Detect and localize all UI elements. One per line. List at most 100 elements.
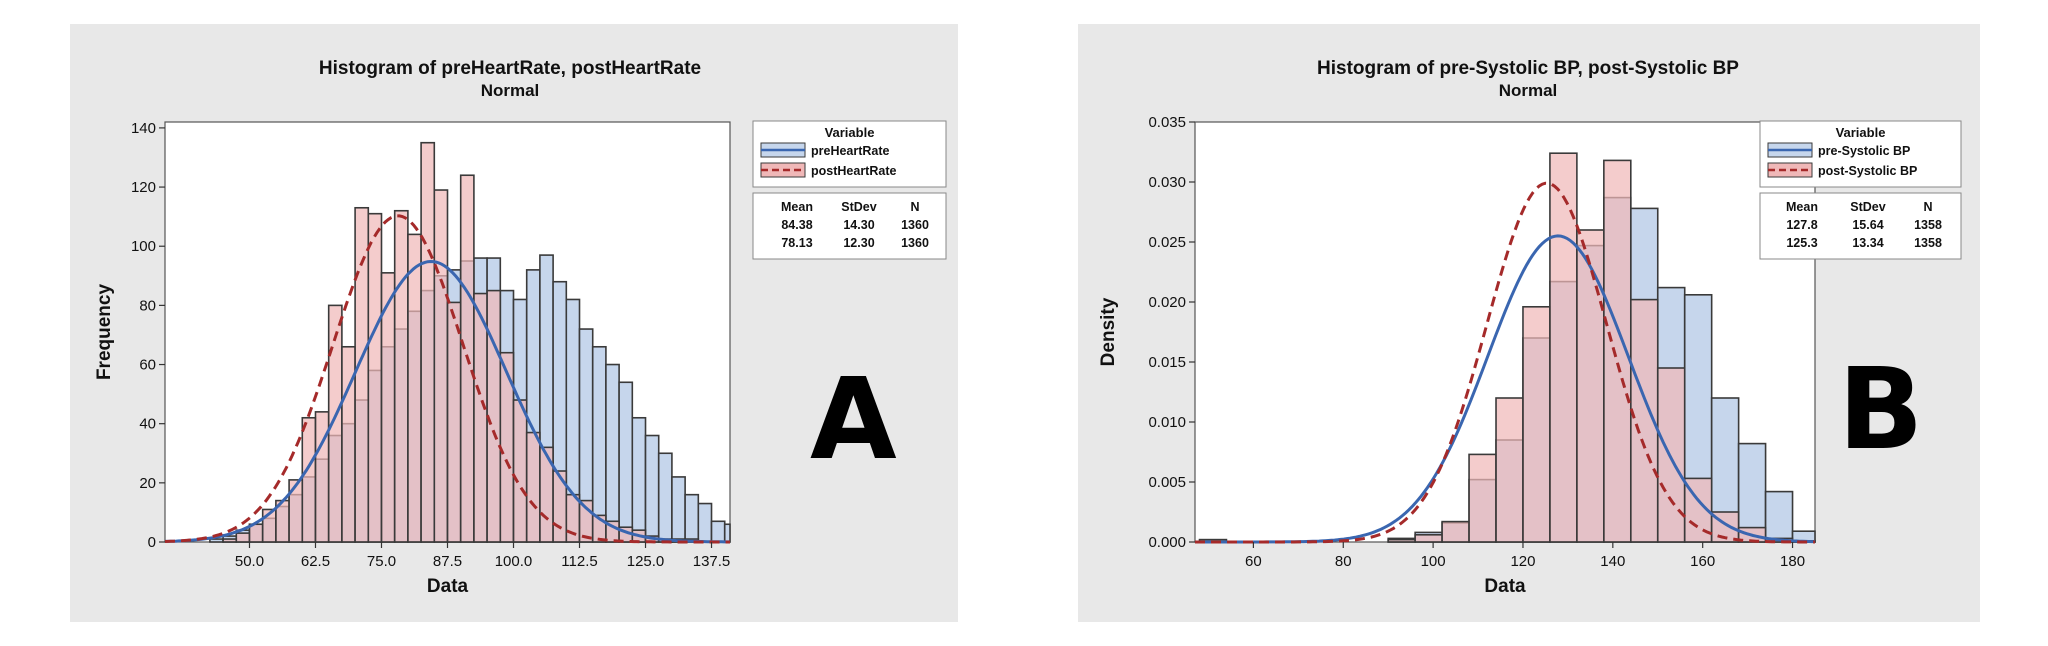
histogram-bar — [301, 416, 317, 543]
x-tick-label: 87.5 — [433, 553, 462, 570]
stats-cell: 14.30 — [843, 218, 874, 232]
fit-curve-post-systolic-bp — [1195, 181, 1815, 544]
x-axis-label: Data — [427, 576, 469, 597]
stats-cell: 127.8 — [1786, 218, 1817, 232]
x-tick-label: 50.0 — [235, 553, 264, 570]
histogram-bar — [710, 520, 726, 543]
stats-header: N — [910, 200, 919, 214]
y-tick-label: 60 — [139, 357, 156, 374]
histogram-bar — [420, 141, 436, 543]
stats-header: StDev — [1850, 200, 1885, 214]
stats-cell: 125.3 — [1786, 236, 1817, 250]
chart-title: Histogram of preHeartRate, postHeartRate — [319, 58, 701, 79]
histogram-bar — [1603, 159, 1632, 543]
stats-cell: 12.30 — [843, 236, 874, 250]
y-tick-label: 20 — [139, 475, 156, 492]
stats-table — [1759, 192, 1962, 260]
series-postheartrate-bars — [222, 141, 700, 543]
stats-cell: 13.34 — [1852, 236, 1883, 250]
histogram-bar — [222, 538, 238, 543]
histogram-bar — [1468, 453, 1497, 543]
histogram-bar — [591, 345, 607, 543]
histogram-bar — [525, 431, 541, 543]
stats-table — [752, 192, 947, 260]
stats-header: N — [1923, 200, 1932, 214]
x-tick-label: 180 — [1780, 553, 1805, 570]
stats-cell: 1360 — [901, 236, 929, 250]
y-tick-label: 0.030 — [1148, 174, 1186, 191]
histogram-bar — [684, 493, 700, 543]
histogram-bar — [605, 363, 620, 543]
histogram-bar — [1656, 367, 1686, 543]
stats-cell: 78.13 — [781, 236, 812, 250]
chart-subtitle: Normal — [481, 81, 540, 100]
x-tick-label: 120 — [1510, 553, 1535, 570]
histogram-bar — [407, 233, 422, 543]
chart-subtitle: Normal — [1499, 81, 1558, 100]
y-tick-label: 0.000 — [1148, 534, 1186, 551]
histogram-bar — [1576, 229, 1605, 543]
stats-cell: 1358 — [1914, 218, 1942, 232]
x-tick-label: 75.0 — [367, 553, 396, 570]
histogram-bar — [1737, 442, 1767, 543]
histogram-bar — [657, 452, 673, 543]
legend-title: Variable — [825, 125, 875, 140]
x-tick-label: 100.0 — [495, 553, 533, 570]
x-tick-label: 80 — [1335, 553, 1352, 570]
panel-letter-b: B — [1838, 345, 1924, 475]
x-tick-label: 60 — [1245, 553, 1262, 570]
y-axis-label: Density — [1098, 297, 1119, 366]
histogram-bar — [618, 381, 634, 543]
histogram-bar — [671, 476, 686, 543]
stats-cell: 1360 — [901, 218, 929, 232]
legend-label: preHeartRate — [811, 144, 890, 158]
chart-title: Histogram of pre-Systolic BP, post-Systo… — [1317, 58, 1739, 79]
fit-curve-preheartrate — [165, 259, 730, 544]
histogram-bar — [473, 292, 488, 543]
x-tick-label: 125.0 — [627, 553, 665, 570]
y-tick-label: 40 — [139, 416, 156, 433]
histogram-bar — [512, 399, 528, 543]
histogram-bar — [631, 416, 647, 543]
legend-title: Variable — [1836, 125, 1886, 140]
legend-label: post-Systolic BP — [1818, 164, 1917, 178]
y-tick-label: 0.010 — [1148, 414, 1186, 431]
histogram-bar — [723, 523, 731, 543]
histogram-bar — [1441, 520, 1470, 543]
x-tick-label: 137.5 — [693, 553, 731, 570]
histogram-bar — [354, 206, 370, 543]
x-tick-label: 100 — [1421, 553, 1446, 570]
histogram-bar — [1495, 397, 1524, 543]
y-tick-label: 0 — [148, 534, 156, 551]
legend-label: postHeartRate — [811, 164, 896, 178]
stats-header: Mean — [781, 200, 813, 214]
histogram-bar — [433, 189, 449, 543]
x-tick-label: 160 — [1690, 553, 1715, 570]
histogram-chart-a: Histogram of preHeartRate, postHeartRate… — [94, 58, 947, 597]
histogram-bar — [1414, 533, 1443, 543]
y-tick-label: 0.035 — [1148, 114, 1186, 131]
x-axis-label: Data — [1484, 576, 1526, 597]
y-tick-label: 0.025 — [1148, 234, 1186, 251]
histogram-bar — [644, 434, 660, 543]
y-tick-label: 0.020 — [1148, 294, 1186, 311]
histogram-bar — [1764, 490, 1794, 543]
histogram-bar — [367, 212, 383, 543]
histogram-bar — [209, 538, 224, 543]
panel-letter-a: A — [810, 355, 897, 485]
x-tick-label: 112.5 — [561, 553, 597, 570]
stats-cell: 1358 — [1914, 236, 1942, 250]
y-tick-label: 100 — [131, 238, 156, 255]
panel-a: Histogram of preHeartRate, postHeartRate… — [70, 24, 958, 622]
y-axis-label: Frequency — [94, 284, 115, 381]
histogram-bar — [1387, 538, 1416, 543]
x-tick-label: 140 — [1600, 553, 1625, 570]
histogram-bar — [1522, 305, 1551, 543]
y-tick-label: 120 — [131, 179, 156, 196]
y-tick-label: 80 — [139, 297, 156, 314]
histogram-bar — [393, 209, 409, 543]
fit-curve-postheartrate — [164, 214, 730, 544]
x-tick-label: 62.5 — [301, 553, 330, 570]
legend-label: pre-Systolic BP — [1818, 144, 1910, 158]
histogram-bar — [565, 493, 581, 543]
